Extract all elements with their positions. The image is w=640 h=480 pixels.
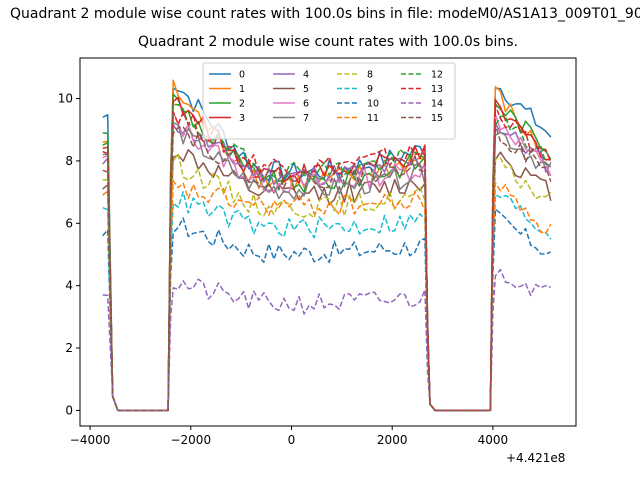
series-line-14 bbox=[102, 268, 552, 412]
x-axis-offset-label: +4.421e8 bbox=[506, 451, 566, 465]
legend-label-4: 4 bbox=[303, 70, 309, 81]
y-tick-label: 0 bbox=[65, 403, 73, 417]
y-tick-label: 2 bbox=[65, 341, 73, 355]
x-tick-label: 2000 bbox=[377, 433, 408, 447]
legend-label-14: 14 bbox=[431, 99, 443, 110]
legend-label-10: 10 bbox=[367, 99, 379, 110]
legend-label-5: 5 bbox=[303, 84, 309, 95]
legend-label-13: 13 bbox=[431, 84, 443, 95]
x-tick-label: −4000 bbox=[70, 433, 111, 447]
y-tick-label: 10 bbox=[58, 92, 73, 106]
legend-label-7: 7 bbox=[303, 113, 309, 124]
legend-label-6: 6 bbox=[303, 99, 309, 110]
series-line-13 bbox=[102, 104, 552, 412]
figure-suptitle: Quadrant 2 module wise count rates with … bbox=[10, 6, 640, 22]
x-tick-label: 4000 bbox=[478, 433, 509, 447]
legend-label-2: 2 bbox=[239, 99, 245, 110]
legend-label-8: 8 bbox=[367, 70, 373, 81]
legend-label-15: 15 bbox=[431, 113, 443, 124]
y-tick-label: 8 bbox=[65, 154, 73, 168]
legend-label-12: 12 bbox=[431, 70, 443, 81]
legend-label-0: 0 bbox=[239, 70, 245, 81]
y-tick-label: 6 bbox=[65, 216, 73, 230]
plot-frame bbox=[79, 57, 577, 427]
x-tick-label: 0 bbox=[288, 433, 296, 447]
legend-label-11: 11 bbox=[367, 113, 379, 124]
chart-title: Quadrant 2 module wise count rates with … bbox=[138, 34, 518, 50]
y-tick-label: 4 bbox=[65, 279, 73, 293]
legend-box bbox=[202, 62, 456, 140]
legend-label-9: 9 bbox=[367, 84, 373, 95]
x-tick-label: −2000 bbox=[170, 433, 211, 447]
legend-label-1: 1 bbox=[239, 84, 245, 95]
series-line-15 bbox=[102, 124, 552, 412]
series-line-10 bbox=[102, 208, 552, 412]
legend-label-3: 3 bbox=[239, 113, 245, 124]
